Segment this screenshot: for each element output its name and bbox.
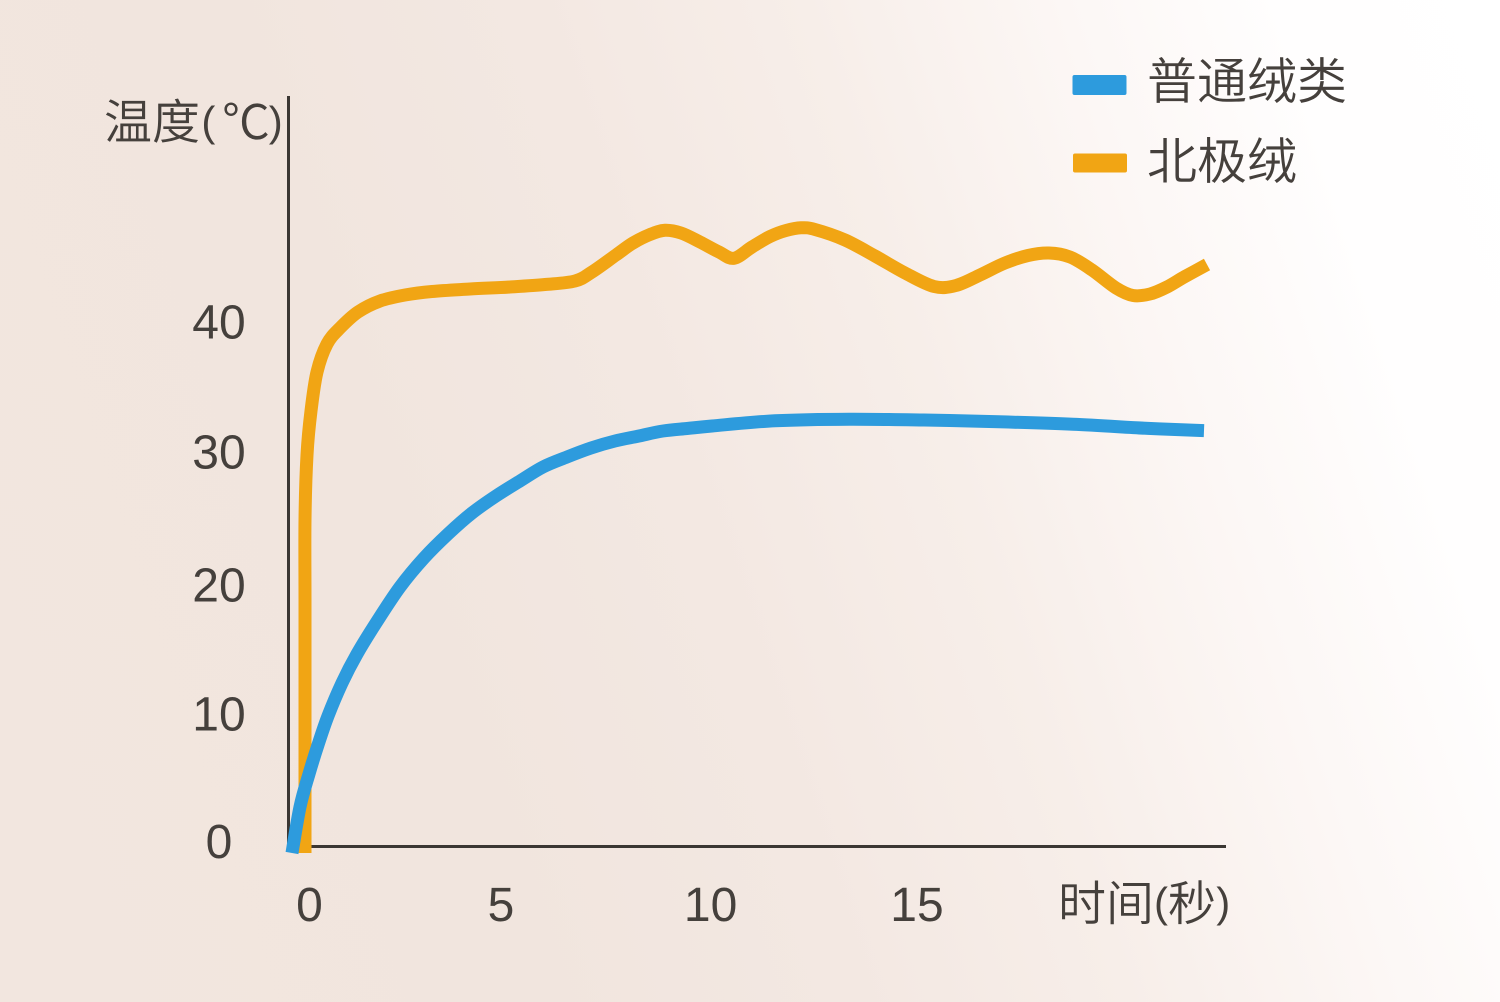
svg-text:): ) (269, 98, 283, 145)
svg-text:30: 30 (192, 427, 245, 480)
svg-text:0: 0 (206, 816, 233, 869)
svg-text:(: ( (201, 98, 215, 145)
svg-text:20: 20 (192, 560, 245, 613)
svg-text:40: 40 (192, 297, 245, 350)
svg-text:10: 10 (684, 879, 737, 932)
svg-text:): ) (1216, 879, 1230, 926)
svg-text:15: 15 (890, 879, 943, 932)
svg-text:5: 5 (488, 879, 515, 932)
svg-text:10: 10 (192, 689, 245, 742)
svg-text:0: 0 (296, 879, 323, 932)
svg-text:(: ( (1154, 879, 1168, 926)
